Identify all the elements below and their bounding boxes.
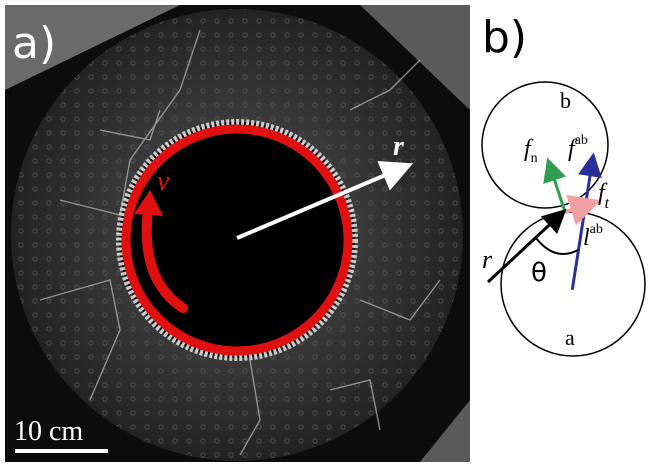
radius-arrow xyxy=(488,215,560,282)
disk-a-label: a xyxy=(565,325,575,350)
angle-label: θ xyxy=(531,258,547,288)
branch-vector-label: lab xyxy=(583,222,603,251)
velocity-label: v xyxy=(157,166,170,197)
panel-label: b) xyxy=(482,12,527,63)
panel-a: v r a) 10 cm xyxy=(5,5,470,462)
page: v r a) 10 cm b) b a θ r fn fab ft lab ((… xyxy=(0,0,656,467)
normal-force-label: fn xyxy=(524,136,538,166)
contact-force-label: fab xyxy=(568,133,588,162)
normal-force-arrow xyxy=(550,166,565,212)
radius-label: r xyxy=(393,131,405,162)
tangential-force-label: ft xyxy=(598,180,610,212)
radius-label: r xyxy=(482,245,493,274)
red-ring xyxy=(126,129,348,351)
superscript: ab xyxy=(590,222,603,237)
disk-b-label: b xyxy=(560,88,571,113)
panel-label: a) xyxy=(12,18,56,69)
panel-b: b) b a θ r fn fab ft lab xyxy=(482,12,645,356)
angle-arc xyxy=(536,238,578,254)
figure: v r a) 10 cm b) b a θ r fn fab ft lab xyxy=(0,0,656,467)
subscript: t xyxy=(605,195,610,212)
superscript: ab xyxy=(575,133,588,148)
subscript: n xyxy=(531,151,538,166)
scale-bar-label: 10 cm xyxy=(14,416,83,447)
